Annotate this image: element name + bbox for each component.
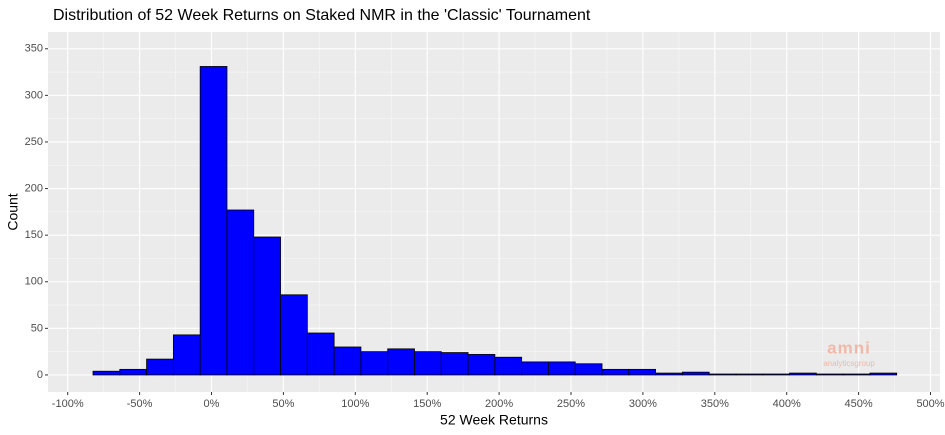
y-tick-label: 100 bbox=[25, 276, 43, 288]
bar bbox=[708, 373, 737, 376]
bars bbox=[92, 66, 898, 376]
bar bbox=[815, 373, 844, 376]
x-tick-label: 300% bbox=[629, 398, 657, 410]
bar bbox=[226, 209, 255, 376]
x-tick-label: 150% bbox=[413, 398, 441, 410]
bar bbox=[360, 351, 389, 376]
bar bbox=[762, 373, 790, 376]
y-tick-label: 300 bbox=[25, 89, 43, 101]
x-axis-label: 52 Week Returns bbox=[440, 412, 548, 428]
bar bbox=[414, 351, 442, 376]
y-tick-label: 50 bbox=[31, 322, 43, 334]
bar bbox=[253, 236, 281, 376]
bar bbox=[440, 352, 469, 376]
bar bbox=[146, 358, 174, 376]
bar bbox=[306, 332, 335, 376]
y-tick-label: 150 bbox=[25, 229, 43, 241]
y-tick-label: 200 bbox=[25, 182, 43, 194]
watermark-logo: amni bbox=[827, 338, 871, 357]
bar bbox=[628, 368, 657, 376]
bar bbox=[92, 370, 121, 376]
chart-title: Distribution of 52 Week Returns on Stake… bbox=[53, 7, 591, 24]
x-tick-label: 500% bbox=[916, 398, 944, 410]
x-tick-label: 0% bbox=[204, 398, 220, 410]
x-tick-label: 50% bbox=[272, 398, 294, 410]
y-tick-label: 350 bbox=[25, 43, 43, 55]
watermark-text: analyticsgroup bbox=[823, 359, 875, 368]
bar bbox=[681, 371, 710, 376]
x-tick-label: 350% bbox=[701, 398, 729, 410]
bar bbox=[172, 334, 201, 376]
x-tick-label: 450% bbox=[845, 398, 873, 410]
x-tick-label: 400% bbox=[773, 398, 801, 410]
bar bbox=[548, 361, 576, 376]
bar bbox=[521, 361, 549, 376]
bar bbox=[199, 66, 228, 376]
y-tick-label: 250 bbox=[25, 136, 43, 148]
bar bbox=[119, 368, 147, 376]
x-tick-label: 250% bbox=[557, 398, 585, 410]
bar bbox=[280, 294, 308, 376]
bar bbox=[574, 363, 603, 376]
bar bbox=[601, 368, 630, 376]
bar bbox=[735, 373, 764, 376]
bar bbox=[789, 372, 817, 376]
x-tick-label: -50% bbox=[127, 398, 153, 410]
x-tick-label: -100% bbox=[52, 398, 84, 410]
bar bbox=[333, 346, 362, 376]
bar bbox=[494, 356, 523, 376]
bar bbox=[655, 372, 683, 376]
bar bbox=[387, 348, 415, 376]
x-tick-label: 200% bbox=[485, 398, 513, 410]
x-tick-label: 100% bbox=[341, 398, 369, 410]
y-axis-label: Count bbox=[5, 193, 21, 230]
bar bbox=[869, 372, 898, 376]
bar bbox=[842, 373, 871, 376]
y-tick-label: 0 bbox=[37, 369, 43, 381]
bar bbox=[467, 354, 496, 376]
